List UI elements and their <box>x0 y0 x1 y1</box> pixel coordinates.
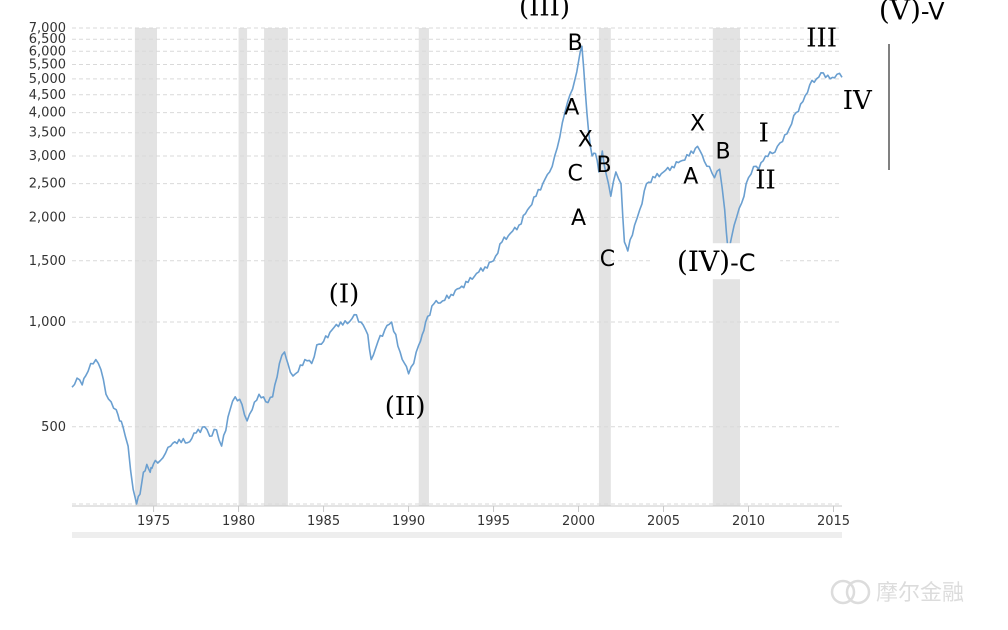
y-tick-label: 1,500 <box>29 254 66 269</box>
wave-label: A <box>564 95 579 120</box>
x-axis-tick-labels: 1975 1980 1985 1990 1995 2000 2005 2010 2015 <box>137 514 850 529</box>
x-tick-label: 2000 <box>562 514 595 529</box>
wave-label: X <box>690 112 705 137</box>
wave-label-backing <box>652 243 781 280</box>
x-tick-label: 1985 <box>307 514 340 529</box>
x-tick-label: 2010 <box>732 514 765 529</box>
recession-band <box>418 28 429 506</box>
x-axis-scroll-strip <box>72 532 842 538</box>
y-tick-label: 3,000 <box>29 149 66 164</box>
wave-label: IV <box>843 86 873 116</box>
y-tick-label: 2,500 <box>29 177 66 192</box>
wave-label: (II) <box>385 392 426 422</box>
recession-band <box>598 28 611 506</box>
y-axis-tick-labels: 500 1,000 1,500 2,000 2,500 3,000 3,500 4,000 4,… <box>29 21 66 435</box>
y-tick-label: 4,500 <box>29 88 66 103</box>
x-tick-label: 1995 <box>477 514 510 529</box>
series-line <box>71 45 843 505</box>
wave-label: B <box>568 31 583 56</box>
y-tick-label: 6,500 <box>29 32 66 47</box>
wave-label: (V)-V <box>879 0 945 27</box>
grid-lines <box>72 27 842 505</box>
wave-label: (IV)-C <box>677 245 756 278</box>
x-tick-label: 1975 <box>137 514 170 529</box>
x-tick-label: 1980 <box>222 514 255 529</box>
watermark: 摩尔金融 <box>830 579 964 606</box>
wave-label: C <box>600 247 615 272</box>
y-tick-label: 5,500 <box>29 57 66 72</box>
y-tick-label: 6,000 <box>29 44 66 59</box>
y-tick-label: 5,000 <box>29 72 66 87</box>
wave-label: A <box>571 206 586 231</box>
x-axis <box>72 505 842 538</box>
recession-band <box>238 28 248 506</box>
wave-label: A <box>683 165 698 190</box>
recession-band <box>264 28 288 506</box>
wave-label: (III) <box>519 0 570 23</box>
watermark-text: 摩尔金融 <box>876 581 964 606</box>
x-tick-label: 2005 <box>647 514 680 529</box>
y-tick-label: 7,000 <box>29 21 66 36</box>
wave-label: C <box>567 162 582 187</box>
recession-bands <box>134 28 741 506</box>
wave-label: III <box>806 23 837 53</box>
series-layer <box>71 45 843 505</box>
y-tick-label: 3,500 <box>29 126 66 141</box>
watermark-logo-icon <box>830 579 871 605</box>
recession-band <box>134 28 157 506</box>
y-tick-label: 4,000 <box>29 106 66 121</box>
wave-label: B <box>715 140 730 165</box>
wave-label: I <box>759 119 769 149</box>
x-tick-label: 2015 <box>817 514 850 529</box>
wave-label: B <box>596 153 611 178</box>
y-tick-label: 1,000 <box>29 315 66 330</box>
x-tick-label: 1990 <box>392 514 425 529</box>
y-tick-label: 2,000 <box>29 210 66 225</box>
y-tick-label: 500 <box>41 420 66 435</box>
wave-label: II <box>755 166 776 196</box>
wave-label: (I) <box>329 279 360 309</box>
wave-label: X <box>578 127 593 152</box>
